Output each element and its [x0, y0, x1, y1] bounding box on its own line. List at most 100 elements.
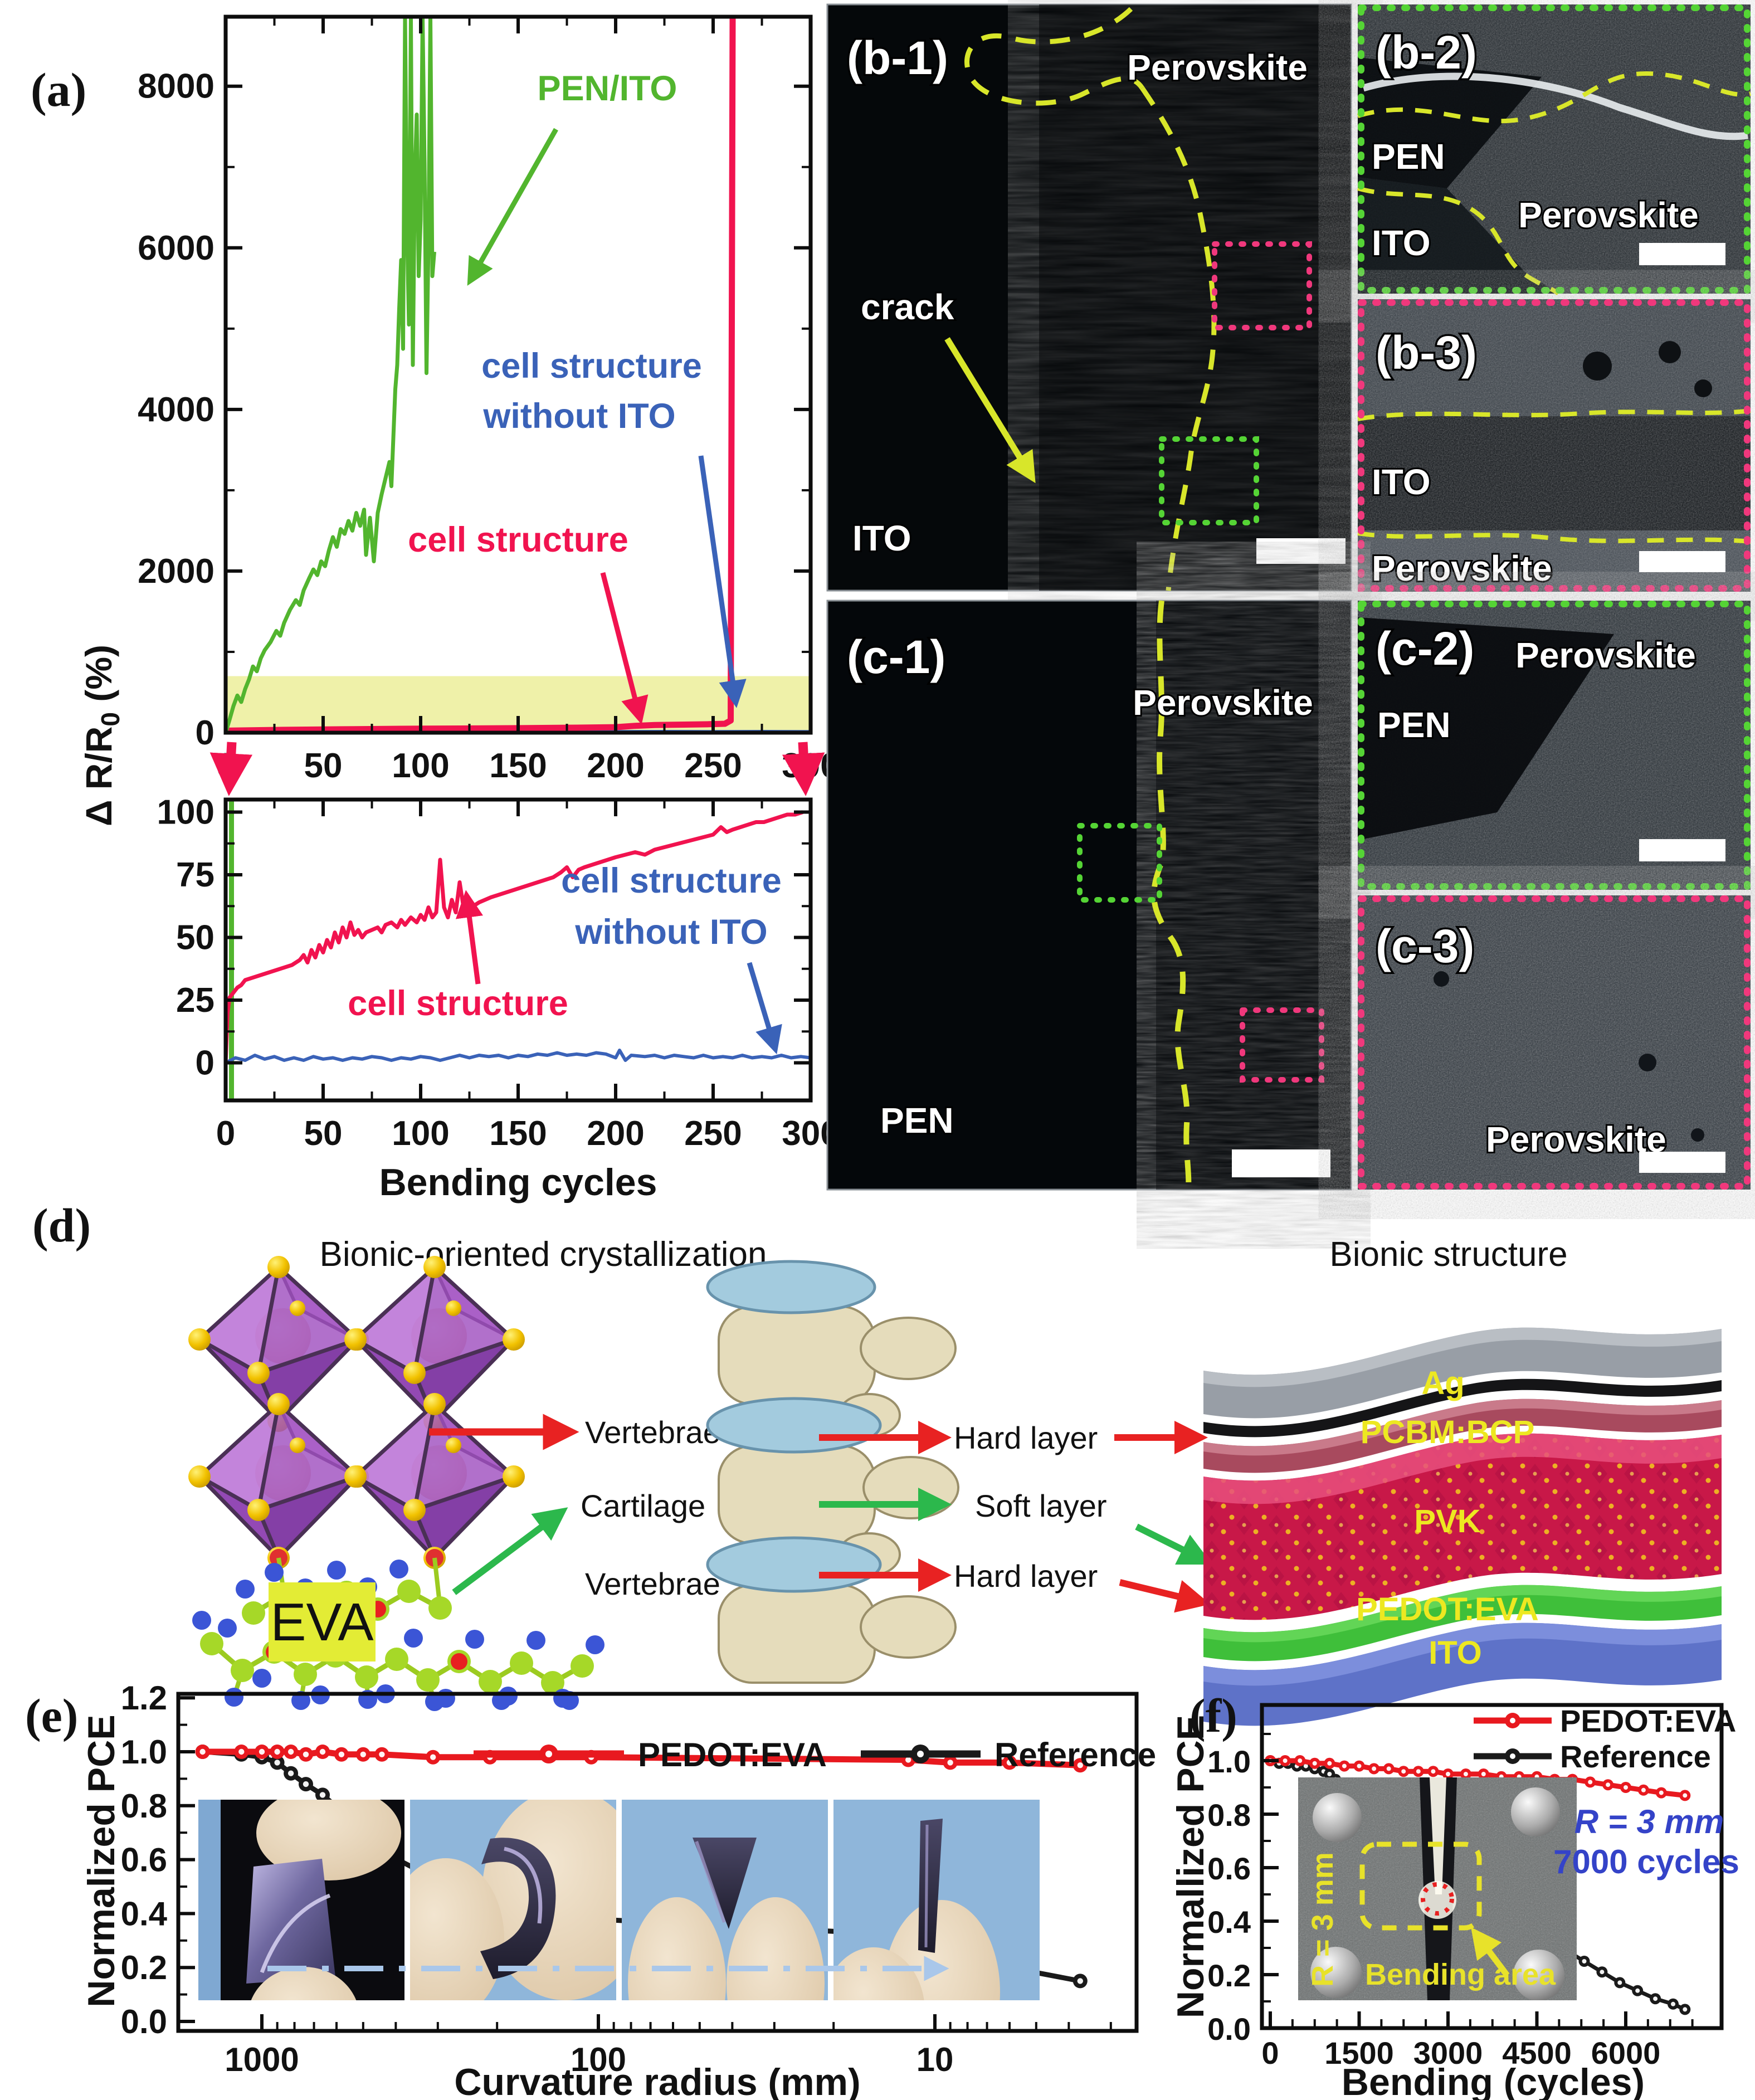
eva-label: EVA: [271, 1592, 374, 1652]
d-arrow-to-stack-2: [1135, 1523, 1213, 1565]
f-legend-label-ref: Reference: [1560, 1739, 1711, 1774]
y-tick-label: 0.8: [121, 1787, 167, 1825]
data-point-center: [1372, 1766, 1377, 1771]
data-point-center: [1342, 1763, 1347, 1768]
y-tick-label: 0: [196, 1044, 214, 1083]
sem-c2-scale-bar: [1639, 839, 1725, 861]
x-tick-label: 200: [587, 747, 644, 785]
a-top-label-noito-2: without ITO: [482, 397, 675, 436]
data-point-center: [1312, 1761, 1317, 1766]
e-photo-2: [410, 1800, 616, 2000]
series-pen-ito: [223, 14, 436, 734]
a-y-axis-label: Δ R/R0 (%): [78, 645, 125, 826]
bionic-stack-graphic: Ag PCBM:BCP PVK PEDOT:EVA ITO: [1203, 1327, 1722, 1726]
sem-c1-texture-dim: [1156, 601, 1351, 1190]
sem-b1-label-crack: crack: [861, 287, 954, 327]
x-tick-label: 3000: [1413, 2035, 1483, 2070]
e-legend-label-ref: Reference: [994, 1736, 1156, 1773]
data-point-center: [1671, 2001, 1675, 2006]
d-title-left: Bionic-oriented crystallization: [320, 1235, 767, 1274]
a-top-arrow-cell: [600, 572, 649, 725]
sem-c3-scale-bar: [1639, 1152, 1725, 1173]
series-cell-structure: [223, 810, 804, 1063]
stack-layer-ito: [1203, 1622, 1722, 1726]
data-point-center: [1303, 1763, 1308, 1768]
sem-b3-pore: [1694, 379, 1712, 397]
data-point-center: [1653, 1996, 1658, 2001]
x-tick-label: 250: [684, 1114, 742, 1153]
stack-layer-pvk-top: [1203, 1433, 1722, 1504]
data-point-center: [1416, 1769, 1421, 1774]
x-tick-label: 10: [916, 2041, 954, 2078]
data-point-center: [238, 1748, 245, 1755]
data-point-center: [1624, 1785, 1628, 1790]
data-point-center: [1431, 1769, 1436, 1774]
f-legend-marker-ref-center: [1510, 1753, 1515, 1759]
y-tick-label: 0.6: [121, 1841, 167, 1879]
stack-layer-black: [1203, 1378, 1722, 1438]
data-point-center: [319, 1792, 326, 1798]
e-photo-1: [198, 1800, 404, 2000]
a-zoom-arrow-left: [209, 742, 253, 796]
data-point-center: [905, 1757, 911, 1763]
x-tick-label: 50: [304, 747, 343, 785]
sem-panel-b2: (b-2) PEN ITO Perovskite: [1357, 4, 1751, 296]
y-tick-label: 75: [176, 856, 214, 894]
sem-c1-pink-roi-box: [1240, 1007, 1324, 1083]
data-point-center: [1463, 1772, 1468, 1776]
sem-b2-scale-bar: [1639, 243, 1725, 265]
a-bot-label-noito-1: cell structure: [561, 861, 782, 900]
panel-a-tag: (a): [31, 63, 86, 116]
sem-b3-boundary-upper: [1357, 408, 1751, 421]
a-top-arrow-noito: [698, 455, 747, 708]
f-legend: PEDOT:EVA Reference: [1474, 1703, 1736, 1774]
sem-panel-c2: (c-2) Perovskite PEN: [1358, 601, 1751, 890]
y-tick-label: 0.4: [1207, 1904, 1251, 1940]
data-point-center: [1659, 1790, 1664, 1795]
eva-molecule-graphic: [192, 1557, 604, 1711]
stack-label-pcbm: PCBM:BCP: [1361, 1414, 1535, 1450]
y-tick-label: 0.0: [121, 2003, 167, 2040]
d-label-vertebrae-top: Vertebrae: [585, 1415, 720, 1450]
data-point-center: [1283, 1758, 1288, 1763]
sem-panel-c1: (c-1) Perovskite PEN: [826, 600, 1352, 1191]
x-tick-label: 1500: [1324, 2035, 1394, 2070]
panel-e: (e) Normalized PCE Curvature radius (mm)…: [25, 1679, 1156, 2100]
data-point-center: [1588, 1780, 1593, 1785]
sem-c3-texture: [1358, 895, 1751, 1190]
y-tick-label: 100: [157, 793, 214, 832]
sem-b3-pore: [1659, 341, 1681, 363]
sem-b1-scale-bar: [1256, 538, 1346, 564]
sem-b2-label-pen: PEN: [1372, 137, 1445, 177]
sem-b1-crack-outline-loop: [964, 7, 1144, 106]
x-tick-label: 200: [587, 1114, 644, 1153]
sem-c3-pore: [1639, 1054, 1656, 1071]
x-tick-label: 0: [216, 1114, 235, 1153]
stack-layer-pcbm-top: [1203, 1399, 1722, 1456]
d-label-soft: Soft layer: [975, 1488, 1107, 1523]
sem-c1-tag: (c-1): [847, 631, 945, 683]
panel-d-tag: (d): [32, 1198, 91, 1252]
x-tick-label: 0: [1261, 2035, 1279, 2070]
y-tick-label: 0.2: [1207, 1958, 1251, 1993]
data-point-center: [1641, 1787, 1646, 1792]
sem-b1-label-perovskite: Perovskite: [1127, 47, 1308, 87]
panel-d: (d) Bionic-oriented crystallization Bion…: [32, 1198, 1722, 1726]
sem-b1-texture-dim: [1039, 4, 1351, 591]
f-inset-photo: R = 3 mm Bending area: [1298, 1777, 1577, 2000]
a-bot-label-noito-2: without ITO: [574, 913, 767, 952]
y-tick-label: 2000: [138, 552, 214, 591]
data-point-center: [287, 1770, 294, 1776]
data-point-center: [287, 1748, 294, 1755]
data-point-center: [1600, 1970, 1605, 1975]
stack-layer-ag-top: [1203, 1327, 1722, 1387]
d-title-right: Bionic structure: [1329, 1235, 1567, 1274]
data-point-center: [303, 1781, 309, 1787]
sem-b3-texture: [1358, 299, 1751, 592]
data-point-center: [1683, 1793, 1688, 1798]
spine-graphic: [706, 1260, 959, 1684]
stack-layer-pcbm: [1203, 1399, 1722, 1473]
